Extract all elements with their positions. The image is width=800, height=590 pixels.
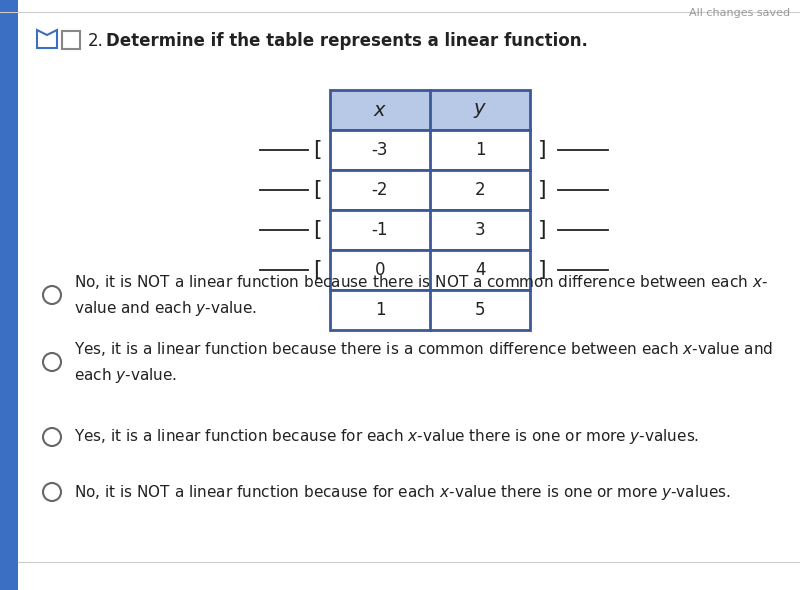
Text: 1: 1 — [474, 141, 486, 159]
Bar — [330, 290, 530, 330]
Text: ]: ] — [538, 140, 546, 160]
Bar — [330, 90, 530, 130]
Bar — [330, 130, 530, 170]
Text: each $\mathit{y}$-value.: each $\mathit{y}$-value. — [74, 366, 177, 385]
Text: [: [ — [314, 140, 322, 160]
Text: [: [ — [314, 260, 322, 280]
Text: value and each $\mathit{y}$-value.: value and each $\mathit{y}$-value. — [74, 299, 257, 318]
Text: -3: -3 — [372, 141, 388, 159]
Bar — [330, 170, 530, 210]
Bar — [62, 31, 80, 49]
Bar — [330, 170, 530, 210]
Text: All changes saved: All changes saved — [689, 8, 790, 18]
Text: $\mathit{x}$: $\mathit{x}$ — [373, 100, 387, 120]
Text: 2.: 2. — [88, 32, 104, 50]
Text: [: [ — [314, 180, 322, 200]
Text: No, it is NOT a linear function because there is NOT a common difference between: No, it is NOT a linear function because … — [74, 273, 768, 291]
Text: $\mathit{y}$: $\mathit{y}$ — [473, 100, 487, 120]
Bar — [330, 290, 530, 330]
Text: -1: -1 — [372, 221, 388, 239]
Text: Determine if the table represents a linear function.: Determine if the table represents a line… — [106, 32, 588, 50]
Text: ]: ] — [538, 220, 546, 240]
Text: 4: 4 — [474, 261, 486, 279]
Text: -2: -2 — [372, 181, 388, 199]
Bar — [330, 250, 530, 290]
Bar — [330, 210, 530, 250]
Text: 3: 3 — [474, 221, 486, 239]
Bar — [330, 250, 530, 290]
Text: 2: 2 — [474, 181, 486, 199]
Text: Yes, it is a linear function because there is a common difference between each $: Yes, it is a linear function because the… — [74, 340, 774, 358]
Text: 1: 1 — [374, 301, 386, 319]
Text: 5: 5 — [474, 301, 486, 319]
Text: ]: ] — [538, 180, 546, 200]
Bar — [330, 130, 530, 170]
Text: Yes, it is a linear function because for each $\mathit{x}$-value there is one or: Yes, it is a linear function because for… — [74, 428, 699, 447]
Text: 0: 0 — [374, 261, 386, 279]
Text: No, it is NOT a linear function because for each $\mathit{x}$-value there is one: No, it is NOT a linear function because … — [74, 483, 731, 501]
Bar — [330, 210, 530, 250]
Bar — [0, 0, 18, 590]
Text: [: [ — [314, 220, 322, 240]
Bar — [330, 90, 530, 130]
Text: ]: ] — [538, 260, 546, 280]
